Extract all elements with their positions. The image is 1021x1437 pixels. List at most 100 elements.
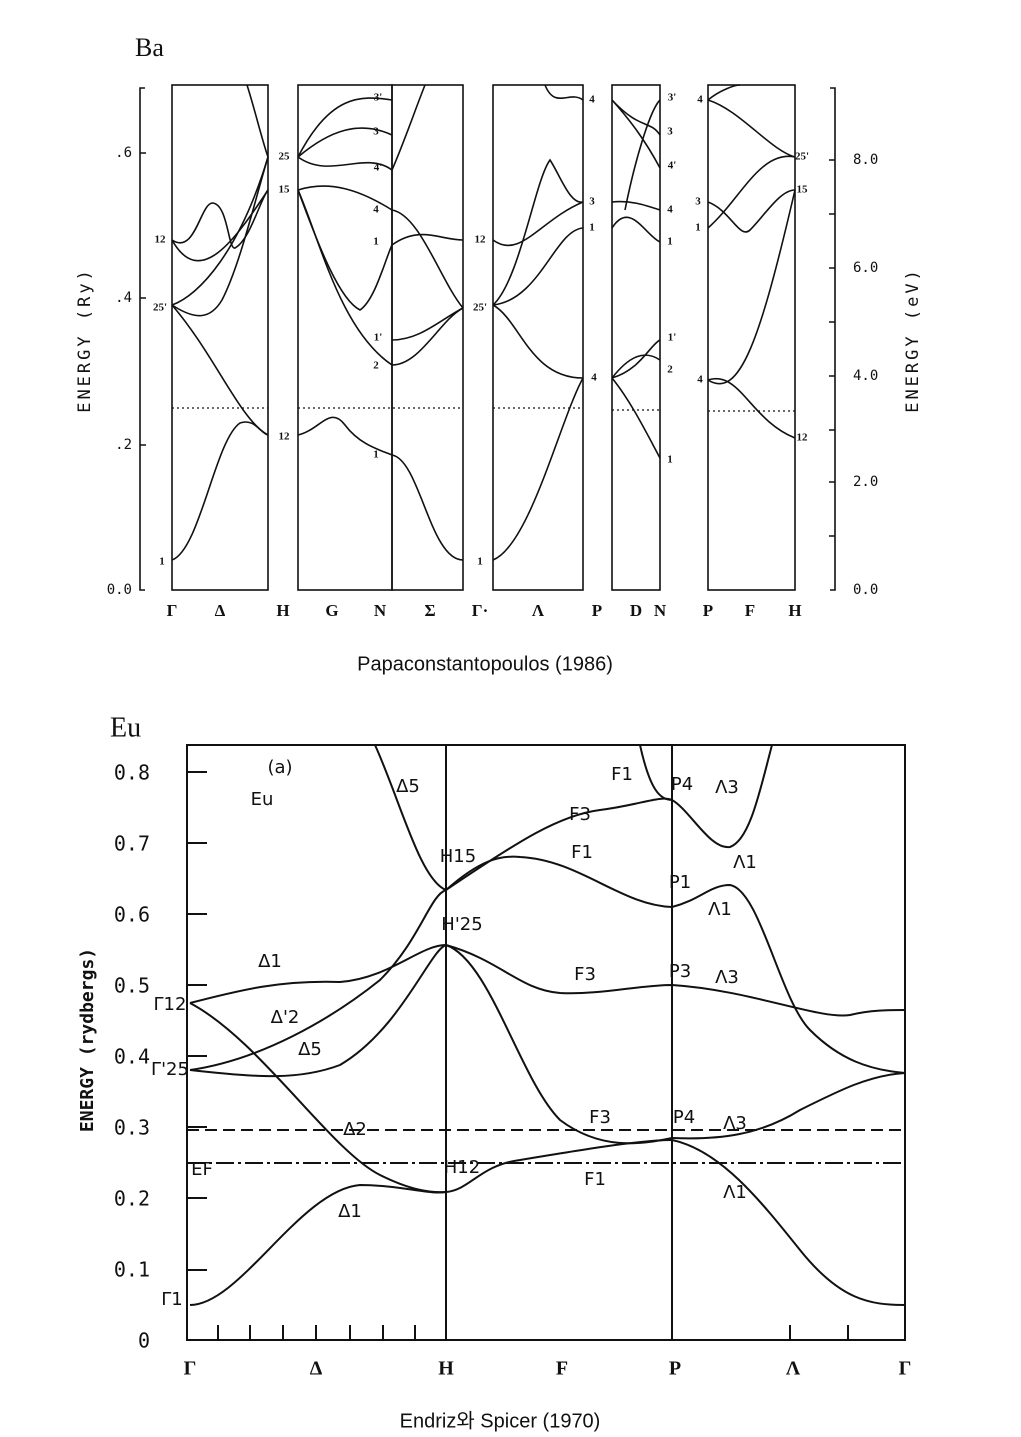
eu-y-tick-label: 0 bbox=[138, 1329, 150, 1353]
eu-k-point: Λ bbox=[786, 1358, 801, 1380]
band bbox=[671, 1072, 906, 1140]
band bbox=[189, 889, 447, 1071]
ba-band-label: 1 bbox=[695, 222, 701, 234]
band bbox=[707, 377, 796, 439]
eu-band-label: Γ'25 bbox=[151, 1059, 189, 1080]
ba-band-label: 1 bbox=[667, 236, 673, 248]
eu-title: Eu bbox=[110, 712, 141, 743]
eu-y-tick-label: 0.6 bbox=[114, 903, 150, 927]
ba-k-point: N bbox=[654, 601, 667, 620]
band bbox=[391, 454, 464, 561]
eu-band-label: H'25 bbox=[441, 914, 482, 935]
ba-title: Ba bbox=[135, 33, 164, 62]
eu-k-point: F bbox=[556, 1358, 568, 1380]
eu-band-label: Γ12 bbox=[154, 994, 187, 1015]
panel bbox=[707, 84, 796, 591]
eu-band-label: P1 bbox=[669, 872, 691, 893]
eu-frame bbox=[186, 744, 906, 1341]
ba-band-label: 3 bbox=[589, 196, 595, 208]
band bbox=[492, 158, 584, 306]
ba-band-label: 25' bbox=[153, 302, 167, 314]
eu-band-label: P4 bbox=[671, 774, 693, 795]
ba-band-label: 4 bbox=[589, 94, 595, 106]
ba-axes bbox=[139, 84, 836, 591]
y-tick-mark bbox=[187, 771, 207, 1271]
ba-band-label: 2 bbox=[667, 364, 673, 376]
ba-k-point: G bbox=[325, 601, 338, 620]
eu-caption: Endriz와 Spicer (1970) bbox=[400, 1409, 601, 1432]
ba-k-point: Λ bbox=[532, 601, 545, 620]
ba-k-point: Γ bbox=[167, 601, 178, 620]
band bbox=[297, 97, 393, 158]
eu-band-label: Λ3 bbox=[715, 777, 739, 798]
eu-y-tick-label: 0.3 bbox=[114, 1116, 150, 1140]
band bbox=[391, 84, 426, 171]
ba-right-tick-label: 0.0 bbox=[853, 582, 878, 598]
ba-right-tick-label: 6.0 bbox=[853, 260, 878, 276]
band bbox=[671, 1139, 906, 1306]
band bbox=[707, 99, 796, 158]
band bbox=[297, 416, 393, 456]
eu-y-tick-label: 0.8 bbox=[114, 761, 150, 785]
ba-band-label: 4' bbox=[668, 160, 677, 172]
eu-y-tick-label: 0.5 bbox=[114, 974, 150, 998]
ba-band-label: 1 bbox=[373, 449, 379, 461]
ba-k-point: N bbox=[374, 601, 387, 620]
band bbox=[445, 944, 673, 1145]
ba-band-label: 1 bbox=[373, 236, 379, 248]
ba-band-label: 1' bbox=[668, 332, 677, 344]
ba-k-point: Δ bbox=[215, 601, 226, 620]
ba-k-point: Σ bbox=[424, 601, 435, 620]
eu-y-tick-label: 0.1 bbox=[114, 1258, 150, 1282]
ba-band-label: 1' bbox=[374, 332, 383, 344]
eu-band-label: F1 bbox=[571, 842, 593, 863]
ba-left-tick-label: .6 bbox=[115, 145, 132, 161]
eu-band-label: P4 bbox=[673, 1107, 695, 1128]
band bbox=[297, 127, 393, 158]
eu-band-label: Δ5 bbox=[298, 1039, 322, 1060]
ba-right-axis bbox=[829, 87, 836, 591]
eu-band-label: Λ1 bbox=[708, 899, 732, 920]
ba-band-label: 3 bbox=[695, 196, 701, 208]
ba-band-label: 4 bbox=[697, 94, 703, 106]
ba-k-point: D bbox=[630, 601, 642, 620]
band bbox=[611, 339, 661, 379]
band bbox=[297, 156, 393, 171]
band bbox=[374, 744, 447, 891]
ba-band-label: 3 bbox=[667, 126, 673, 138]
panel bbox=[492, 84, 584, 591]
eu-band-label: P3 bbox=[669, 961, 691, 982]
eu-k-point: Γ bbox=[899, 1358, 912, 1380]
ba-band-label: 1 bbox=[589, 222, 595, 234]
eu-k-point: Γ bbox=[184, 1358, 197, 1380]
band bbox=[707, 189, 796, 385]
ba-left-tick-label: .4 bbox=[115, 290, 132, 306]
ba-right-tick-label: 8.0 bbox=[853, 152, 878, 168]
band bbox=[671, 883, 906, 1074]
band bbox=[707, 189, 796, 233]
ba-k-point: P bbox=[592, 601, 602, 620]
ba-band-label: 25' bbox=[473, 302, 487, 314]
ba-band-label: 4 bbox=[667, 204, 673, 216]
eu-k-point: Δ bbox=[310, 1358, 323, 1380]
band bbox=[189, 1002, 447, 1194]
eu-band-label: Λ1 bbox=[723, 1182, 747, 1203]
ba-band-label: 12 bbox=[155, 234, 167, 246]
eu-band-label: Λ3 bbox=[723, 1113, 747, 1134]
ba-right-tick-label: 4.0 bbox=[853, 368, 878, 384]
band bbox=[391, 233, 464, 246]
eu-band-label: Eu bbox=[251, 789, 274, 810]
ba-band-label: 1 bbox=[477, 556, 483, 568]
ba-band-label: 1 bbox=[667, 454, 673, 466]
symmetry-line bbox=[445, 745, 673, 1340]
eu-band-label: F3 bbox=[574, 964, 596, 985]
eu-y-tick-label: 0.2 bbox=[114, 1187, 150, 1211]
eu-band-label: H15 bbox=[440, 846, 476, 867]
ba-left-tick-label: .2 bbox=[115, 437, 132, 453]
eu-band-label: EF bbox=[191, 1159, 213, 1180]
eu-axes bbox=[186, 744, 906, 1341]
eu-band-label: (a) bbox=[267, 757, 292, 778]
eu-band-label: Λ1 bbox=[733, 852, 757, 873]
